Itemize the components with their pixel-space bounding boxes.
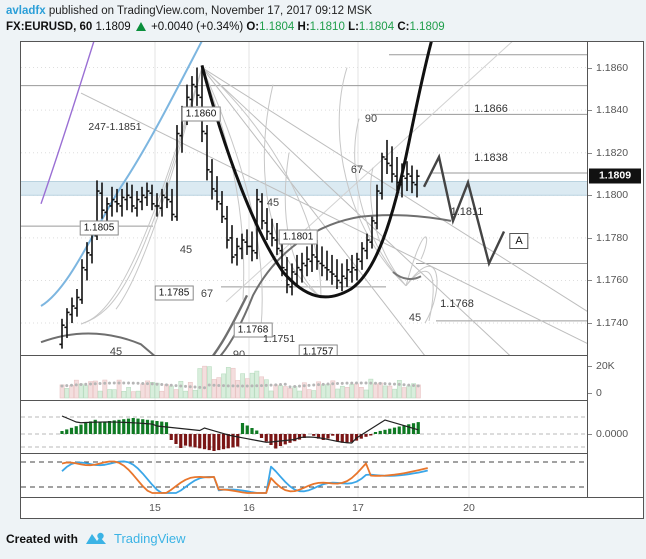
volume-plot — [59, 356, 470, 400]
quote-line: FX:EURUSD, 60 1.1809 +0.0040 (+0.34%) O:… — [6, 20, 646, 35]
price-tick-label: 1.1860 — [596, 61, 629, 74]
price-pane[interactable]: 247-1.1851 1.1860 1.1805 1.1785 1.1801 1.1768… — [21, 42, 643, 355]
time-tick-label: 16 — [243, 502, 255, 514]
price-tick — [588, 280, 592, 282]
indicator-tick — [588, 434, 592, 435]
price-tick — [588, 195, 592, 197]
chart-annotation-a10[interactable]: 45 — [266, 197, 280, 209]
price-tick-label: 1.1800 — [596, 189, 629, 202]
indicator-tick-label: 20K — [596, 360, 615, 372]
stochastic-pane[interactable] — [21, 454, 643, 498]
pane-divider-2 — [21, 400, 643, 401]
low-label: L: — [348, 21, 359, 33]
chart-annotation-a09[interactable]: 45 — [179, 244, 193, 256]
price-tick-label: 1.1780 — [596, 231, 629, 244]
chart-annotation-a20[interactable]: 1.1811 — [450, 206, 484, 218]
chart-frame[interactable]: 247-1.1851 1.1860 1.1805 1.1785 1.1801 1.1768… — [20, 41, 644, 519]
change-percent: (+0.34%) — [196, 21, 244, 33]
price-plot — [21, 42, 590, 355]
chart-annotation-a03[interactable]: 1.1805 — [79, 220, 119, 236]
price-tick-label: 1.1740 — [596, 317, 629, 330]
low-value: 1.1804 — [358, 21, 395, 33]
price-tick-label: 1.1760 — [596, 274, 629, 287]
last-price: 1.1809 — [95, 21, 131, 33]
price-tick — [588, 152, 592, 154]
macd-pane[interactable] — [21, 401, 643, 453]
price-tick — [588, 110, 592, 112]
symbol-label[interactable]: FX:EURUSD, 60 — [6, 21, 93, 33]
chart-annotation-a16[interactable]: 45 — [408, 312, 422, 324]
current-price-badge: 1.1809 — [589, 168, 641, 184]
macd-plot — [21, 401, 589, 453]
price-tick — [588, 237, 592, 239]
chart-annotation-a22[interactable]: 1.1741 — [468, 354, 502, 355]
time-tick-label: 17 — [352, 502, 364, 514]
volume-pane[interactable] — [21, 356, 643, 400]
indicator-tick-label: 0.0000 — [596, 428, 629, 440]
pane-divider-3 — [21, 453, 643, 454]
chart-annotation-a06[interactable]: 1.1768 — [233, 322, 273, 338]
chart-annotation-a08[interactable]: 1.1757 — [298, 344, 338, 355]
price-axis[interactable]: 1.1860 1.1840 1.1820 1.1800 1.1780 1.1760 1.17… — [587, 42, 643, 518]
chart-annotation-a23[interactable]: A — [509, 233, 529, 249]
price-tick — [588, 323, 592, 325]
price-tick-label: 1.1820 — [596, 146, 629, 159]
price-tick-label: 1.1840 — [596, 104, 629, 117]
created-with-label: Created with — [6, 531, 79, 546]
chart-annotation-a11[interactable]: 45 — [109, 346, 123, 355]
indicator-tick — [588, 366, 592, 367]
chart-annotation-a12[interactable]: 67 — [200, 288, 214, 300]
high-label: H: — [297, 21, 310, 33]
open-value: 1.1804 — [259, 21, 295, 33]
tradingview-link[interactable]: TradingView — [114, 531, 186, 546]
close-label: C: — [397, 21, 410, 33]
chart-annotation-a14[interactable]: 90 — [364, 113, 378, 125]
chart-annotation-a04[interactable]: 1.1785 — [154, 285, 194, 301]
footer: Created with TradingView — [6, 531, 186, 546]
price-tick — [588, 67, 592, 69]
chart-annotation-a15[interactable]: 67 — [350, 164, 364, 176]
chart-annotation-a02[interactable]: 1.1860 — [181, 106, 221, 122]
chart-annotation-a13[interactable]: 90 — [232, 349, 246, 355]
chart-annotation-a21[interactable]: 1.1768 — [440, 298, 474, 310]
chart-annotation-a01[interactable]: 247-1.1851 — [88, 121, 142, 133]
close-value: 1.1809 — [409, 21, 445, 33]
publish-line: avladfx published on TradingView.com, No… — [6, 4, 646, 18]
publish-text: published on TradingView.com, November 1… — [48, 5, 373, 17]
chart-annotation-a19[interactable]: 1.1838 — [474, 152, 508, 164]
change-absolute: +0.0040 — [151, 21, 193, 33]
chart-annotation-a18[interactable]: 1.1866 — [474, 103, 508, 115]
chart-annotation-a05[interactable]: 1.1801 — [278, 229, 318, 245]
author-link[interactable]: avladfx — [6, 5, 46, 17]
time-axis[interactable]: 15 16 17 20 — [21, 497, 643, 518]
high-value: 1.1810 — [309, 21, 345, 33]
open-label: O: — [246, 21, 260, 33]
pane-divider-1 — [21, 355, 643, 356]
stochastic-plot — [21, 454, 589, 498]
indicator-tick — [588, 393, 592, 394]
time-tick-label: 15 — [149, 502, 161, 514]
time-tick-label: 20 — [463, 502, 475, 514]
chart-annotation-a07[interactable]: 1.1751 — [262, 333, 296, 345]
indicator-tick-label: 0 — [596, 387, 602, 399]
chart-header: avladfx published on TradingView.com, No… — [6, 4, 646, 35]
arrow-up-icon — [135, 22, 146, 31]
tradingview-logo-icon — [86, 532, 107, 544]
